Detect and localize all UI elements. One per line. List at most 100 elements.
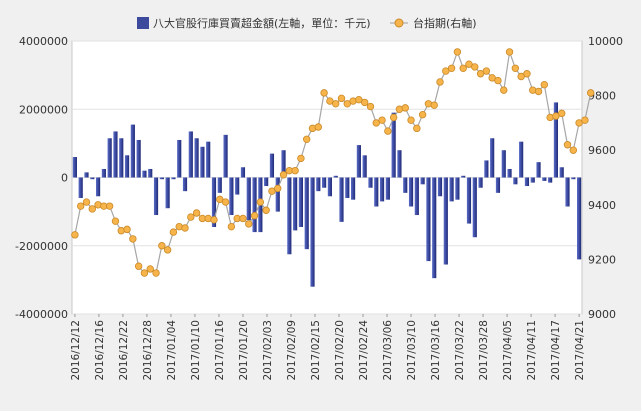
bar — [426, 177, 431, 262]
line-point — [401, 104, 409, 112]
line-point — [320, 89, 328, 97]
x-tick-label: 2016/12/22 — [118, 320, 130, 381]
bar — [287, 177, 292, 255]
x-tick-label: 2017/02/15 — [310, 320, 322, 381]
bar — [437, 177, 443, 197]
line-point — [563, 141, 572, 149]
bar — [322, 177, 327, 188]
x-tick-label: 2017/04/21 — [574, 320, 586, 381]
line-point — [540, 80, 549, 89]
bar — [298, 177, 304, 227]
bar — [113, 131, 118, 178]
line-point — [279, 171, 288, 179]
x-tick-label: 2017/04/11 — [526, 320, 538, 381]
bar — [530, 177, 535, 183]
legend-line-marker — [394, 18, 404, 28]
line-point — [413, 124, 421, 133]
line-point — [140, 269, 149, 277]
bar — [275, 177, 280, 212]
bar — [206, 141, 211, 178]
bar — [350, 177, 356, 200]
x-tick-label: 2017/02/03 — [262, 320, 274, 381]
line-point — [534, 87, 543, 96]
bar — [182, 177, 188, 192]
line-point — [314, 123, 323, 131]
bar — [397, 150, 402, 178]
line-point — [569, 146, 578, 154]
right-tick-label: 9200 — [588, 253, 616, 266]
x-tick-label: 2017/03/10 — [406, 320, 418, 381]
line-point — [459, 64, 467, 72]
line-point — [436, 78, 444, 86]
line-point — [88, 205, 96, 213]
legend-bar-label: 八大官股行庫買賣超金額(左軸，單位：千元) — [153, 16, 371, 30]
line-point — [471, 63, 479, 71]
bar — [472, 177, 477, 238]
bar — [148, 168, 153, 178]
right-tick-label: 9000 — [588, 308, 616, 321]
x-tick-label: 2016/12/28 — [142, 320, 154, 381]
bar — [565, 177, 570, 207]
bar — [362, 155, 367, 178]
line-point — [192, 209, 201, 217]
line-point — [163, 246, 172, 254]
x-tick-label: 2016/12/12 — [70, 320, 82, 381]
line-point — [558, 109, 566, 118]
x-tick-label: 2017/01/20 — [238, 320, 250, 381]
bar — [252, 177, 257, 233]
line-point — [378, 116, 386, 124]
bar — [461, 175, 466, 178]
bar — [513, 177, 518, 185]
bar — [171, 177, 176, 180]
bar — [333, 175, 338, 178]
line-point — [586, 89, 595, 97]
left-tick-label: -2000000 — [15, 240, 68, 253]
bar — [95, 177, 101, 197]
bar — [466, 177, 472, 224]
line-point — [134, 262, 143, 270]
x-tick-label: 2017/01/10 — [190, 320, 202, 381]
bar — [293, 177, 298, 231]
line-point — [494, 76, 502, 85]
line-point — [239, 214, 247, 223]
line-point — [453, 48, 462, 56]
right-tick-label: 9600 — [588, 144, 616, 157]
bar — [379, 177, 385, 202]
line-point — [111, 217, 120, 225]
line-point — [250, 212, 259, 220]
bar — [107, 138, 112, 178]
line-point — [245, 220, 253, 228]
bar — [432, 177, 437, 279]
bar — [484, 160, 489, 178]
x-tick-label: 2017/02/20 — [334, 320, 346, 381]
bar — [495, 177, 501, 193]
line-point — [331, 100, 340, 108]
bar — [501, 150, 506, 178]
bar — [443, 177, 448, 265]
bar — [536, 162, 541, 178]
bar — [339, 177, 344, 222]
line-point — [105, 202, 114, 210]
line-point — [511, 64, 520, 72]
line-point — [337, 94, 346, 103]
bar — [478, 177, 483, 188]
bar — [490, 138, 495, 178]
bar — [136, 139, 141, 178]
bar — [194, 138, 199, 178]
line-point — [291, 166, 299, 175]
bar — [553, 102, 559, 178]
bar — [507, 168, 512, 178]
line-point — [181, 224, 189, 232]
bar — [577, 177, 582, 260]
x-tick-label: 2017/03/28 — [478, 320, 490, 381]
line-point — [430, 101, 438, 109]
line-point — [581, 116, 589, 124]
bar — [84, 172, 89, 178]
bar — [130, 124, 135, 178]
legend: 八大官股行庫買賣超金額(左軸，單位：千元) 台指期(右軸) — [137, 16, 477, 30]
bar — [403, 177, 408, 193]
line-point — [505, 48, 514, 56]
line-point — [123, 225, 131, 234]
